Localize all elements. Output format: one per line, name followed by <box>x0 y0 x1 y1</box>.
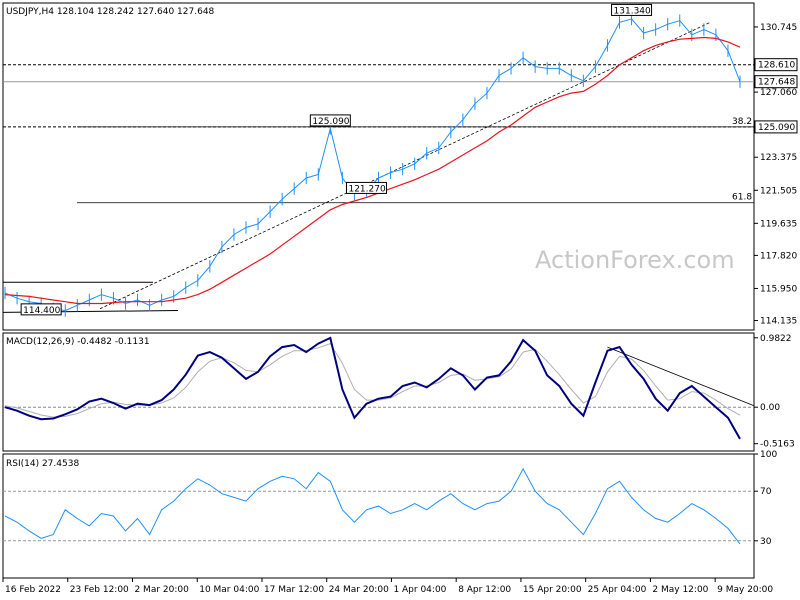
y-tick-label: 114.135 <box>760 317 797 327</box>
y-tick-label: 0.9822 <box>760 334 792 344</box>
y-tick-label: 0.00 <box>760 403 780 413</box>
x-tick-label: 2 Mar 20:00 <box>134 585 189 595</box>
y-tick-label: 100 <box>760 450 777 460</box>
trend-line <box>99 22 711 310</box>
fib-label: 38.2 <box>732 117 752 127</box>
series-line-rsi <box>4 467 741 545</box>
x-tick-label: 24 Mar 20:00 <box>329 585 389 595</box>
price-header: USDJPY,H4 128.104 128.242 127.640 127.64… <box>6 7 215 17</box>
annotation-box <box>345 181 387 194</box>
panel-frame-price <box>2 2 755 331</box>
x-tick-label: 10 Mar 04:00 <box>199 585 259 595</box>
annotation-box <box>309 114 351 127</box>
annotation-box <box>611 3 653 16</box>
level-label: 128.610 <box>758 61 795 71</box>
x-tick-label: 2 May 12:00 <box>652 585 708 595</box>
x-tick-label: 1 Apr 04:00 <box>393 585 446 595</box>
y-tick-label: 130.745 <box>760 23 797 33</box>
y-tick-label: 123.375 <box>760 153 797 163</box>
annotation-box <box>20 303 62 316</box>
series-line-signal <box>4 342 741 418</box>
macd-header: MACD(12,26,9) -0.4482 -0.1131 <box>6 337 150 347</box>
annotation-label: 131.340 <box>614 6 651 16</box>
y-tick-label: 127.060 <box>760 88 797 98</box>
x-tick-label: 25 Apr 04:00 <box>588 585 647 595</box>
y-tick-label: 70 <box>760 487 772 497</box>
x-tick-label: 17 Mar 12:00 <box>264 585 324 595</box>
series-line-ma <box>4 36 741 305</box>
macd-trend-line <box>607 346 755 407</box>
y-tick-label: 121.505 <box>760 186 797 196</box>
level-box <box>754 120 798 134</box>
level-box <box>754 58 798 72</box>
fib-label: 61.8 <box>732 193 752 203</box>
x-tick-label: 23 Feb 12:00 <box>70 585 129 595</box>
x-tick-label: 16 Feb 2022 <box>5 585 61 595</box>
y-tick-label: 30 <box>760 537 772 547</box>
watermark-text: ActionForex.com <box>535 246 735 274</box>
rsi-header: RSI(14) 27.4538 <box>6 459 79 469</box>
panel-frame-macd <box>2 332 755 452</box>
y-tick-label: 119.635 <box>760 219 797 229</box>
level-box <box>754 75 798 89</box>
x-tick-label: 8 Apr 12:00 <box>458 585 511 595</box>
y-tick-label: -0.5163 <box>760 440 795 450</box>
annotation-label: 125.090 <box>312 117 349 127</box>
level-label: 125.090 <box>758 123 795 133</box>
x-tick-label: 9 May 20:00 <box>717 585 773 595</box>
y-tick-label: 115.950 <box>760 284 797 294</box>
series-line-macd <box>4 336 741 440</box>
y-tick-label: 117.820 <box>760 251 797 261</box>
panel-frame-rsi <box>2 453 755 579</box>
annotation-label: 121.270 <box>348 184 385 194</box>
annotation-label: 114.400 <box>23 306 60 316</box>
level-label: 127.648 <box>758 78 795 88</box>
x-tick-label: 15 Apr 20:00 <box>523 585 582 595</box>
